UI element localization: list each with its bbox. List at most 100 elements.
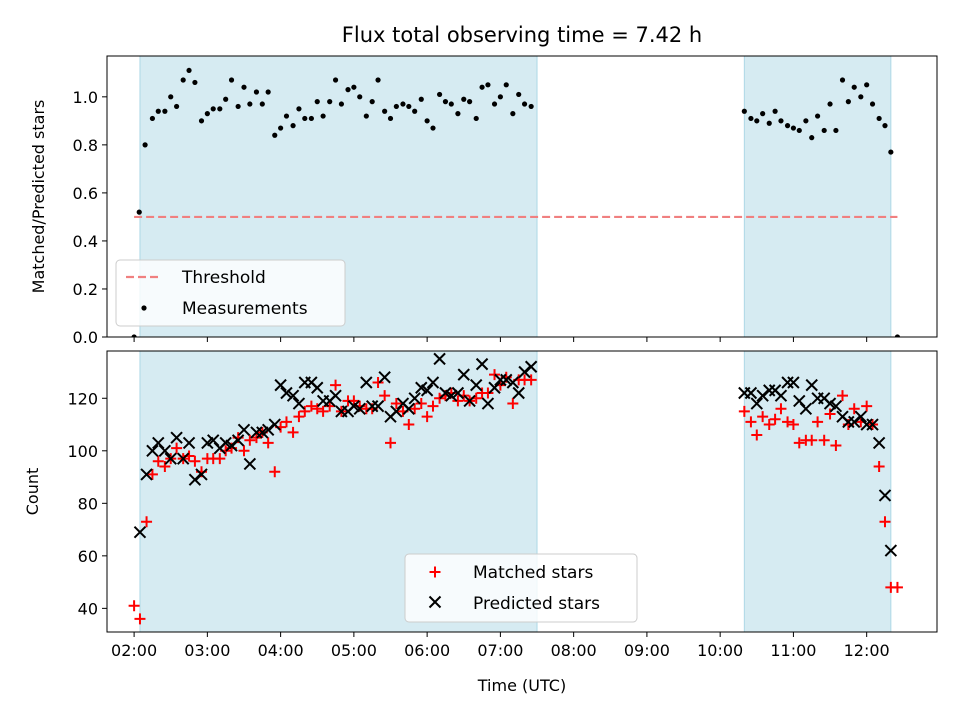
measurement-point [142, 142, 148, 148]
measurement-point [217, 106, 223, 112]
predicted-star-point [378, 371, 391, 384]
measurement-point [497, 94, 503, 100]
predicted-star-point [146, 444, 159, 458]
predicted-star-point [750, 397, 763, 410]
legend-label-matched: Matched stars [473, 563, 593, 583]
measurement-point [162, 108, 168, 114]
matched-star-point [250, 432, 262, 444]
predicted-star-point [787, 376, 800, 389]
predicted-star-point [353, 402, 366, 415]
predicted-star-point [463, 394, 476, 408]
measurement-point [332, 77, 339, 83]
measurement-point [442, 99, 449, 105]
matched-star-point [238, 445, 250, 457]
predicted-star-point [805, 378, 818, 392]
legend: Threshold Measurements [115, 259, 346, 327]
legend-label-measurements: Measurements [182, 299, 308, 319]
predicted-star-point [140, 468, 153, 481]
measurement-point [760, 111, 766, 117]
measurement-point [479, 84, 485, 90]
measurement-point [259, 101, 265, 107]
matched-star-point [824, 408, 836, 420]
top-panel-ratio: 0.0 0.2 0.4 0.6 0.8 1.0 Matched/Predicted star… [29, 55, 938, 347]
measurement-point [223, 96, 229, 102]
matched-star-point [757, 411, 769, 423]
measurement-point [839, 77, 846, 83]
y-tick-label: 1.0 [73, 88, 98, 107]
measurement-point [192, 79, 198, 86]
measurement-point [876, 115, 882, 122]
measurement-point [235, 103, 241, 110]
y-tick-label: 0.0 [73, 328, 98, 347]
predicted-star-point [445, 389, 458, 402]
matched-star-point [262, 437, 274, 449]
predicted-star-point [182, 436, 196, 450]
measurement-point [180, 77, 186, 83]
measurement-point [503, 82, 509, 88]
measurement-point [888, 149, 894, 155]
matched-star-point [324, 400, 336, 412]
predicted-star-point [311, 381, 324, 394]
matched-star-point [751, 429, 763, 441]
predicted-star-point [360, 376, 373, 389]
measurement-point [155, 108, 161, 114]
matched-star-point [525, 374, 537, 386]
measurement-point [784, 123, 791, 129]
matched-star-point [269, 466, 281, 478]
matched-star-point [836, 390, 848, 402]
predicted-star-point [799, 402, 813, 415]
predicted-star-point [774, 389, 788, 402]
measurement-point [186, 67, 192, 74]
measurement-point [424, 118, 430, 124]
matched-star-point [379, 390, 391, 402]
y-tick-label: 0.2 [73, 280, 98, 299]
x-tick-label: 02:00 [111, 641, 157, 660]
axes-frame [106, 55, 938, 338]
predicted-star-point [524, 360, 538, 373]
matched-star-point [390, 398, 402, 410]
predicted-star-point [866, 418, 879, 431]
measurement-point [320, 113, 326, 119]
legend: Matched stars Predicted stars [404, 553, 638, 623]
predicted-star-point [744, 386, 758, 400]
measurement-point [198, 118, 205, 124]
measurement-point [430, 125, 436, 131]
measurement-point [473, 115, 479, 122]
measurement-point [754, 118, 760, 124]
measurement-point [803, 118, 809, 124]
y-tick-label: 80 [78, 494, 98, 513]
matched-star-point [152, 455, 164, 467]
x-tick-label: 04:00 [258, 641, 304, 660]
measurement-point [741, 108, 747, 114]
x-tick-label: 06:00 [404, 641, 450, 660]
y-tick-label: 0.6 [73, 184, 98, 203]
matched-star-point [507, 398, 519, 410]
x-tick-label: 08:00 [551, 641, 597, 660]
matched-star-point [787, 419, 799, 431]
y-tick-label: 40 [78, 599, 98, 618]
measurement-point [283, 113, 290, 119]
matched-star-point [891, 581, 903, 593]
measurement-point [821, 127, 827, 134]
y-tick-label: 60 [78, 547, 98, 566]
predicted-star-point [195, 468, 208, 481]
measurement-point [290, 123, 296, 129]
measurement-point [894, 334, 901, 337]
measurement-point [387, 115, 394, 122]
predicted-star-point [494, 373, 507, 387]
measurement-point [528, 103, 534, 110]
x-tick-label: 07:00 [477, 641, 523, 660]
matched-star-point [873, 461, 885, 473]
matched-star-point [482, 387, 494, 399]
matched-star-point [317, 405, 329, 417]
matched-star-point [372, 377, 384, 389]
predicted-star-point [781, 376, 794, 389]
measurement-point [393, 103, 399, 110]
observing-window-2 [744, 56, 891, 337]
measurement-point [448, 101, 454, 107]
y-axis-label: Count [23, 468, 42, 516]
measurement-point [357, 94, 363, 100]
matched-star-point [489, 369, 501, 381]
measurement-point [772, 108, 778, 114]
